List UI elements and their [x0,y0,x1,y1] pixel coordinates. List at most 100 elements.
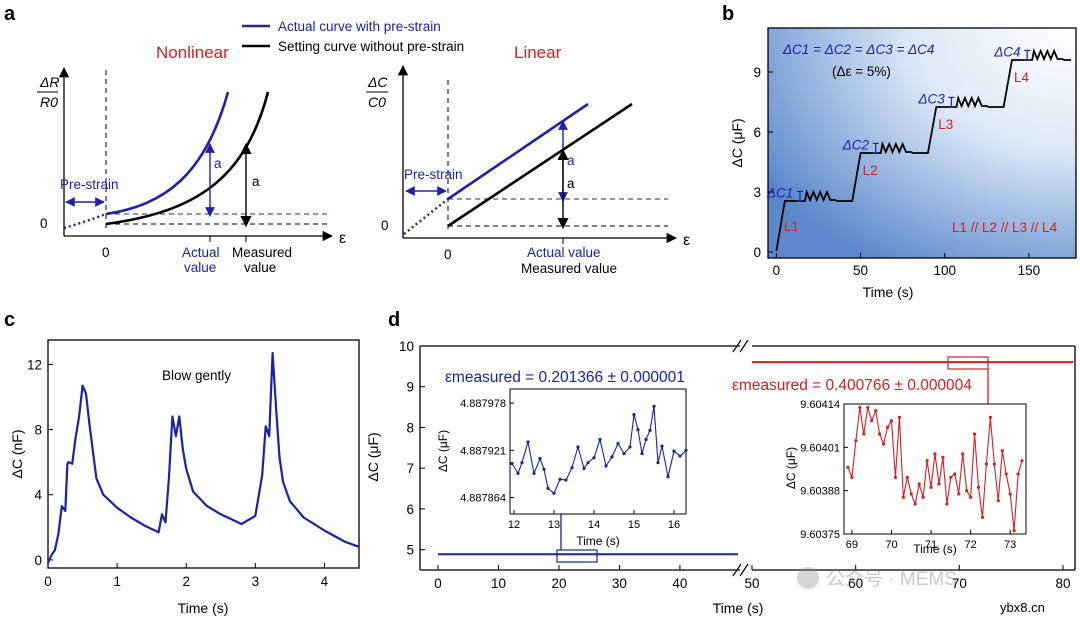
inset-data-point [532,471,536,476]
inset-data-point [862,432,866,436]
delta-step-label-b: ΔC4 [993,44,1020,59]
inset-data-point [881,442,886,446]
inset-data-point [878,432,882,436]
panel-b-chart: 0 50 100 150 0 3 6 9 ΔC1 L1 ΔC2 L2 ΔC3 L3 ΔC4 L4 Time … [729,27,1077,300]
inset-data-point [660,444,664,448]
inset-data-point [678,454,682,458]
inset-data-point [988,415,992,419]
inset-data-point [632,413,636,417]
inset-data-point [874,409,878,413]
inset-data-point [917,482,921,486]
ytick-label-d: 9 [406,380,414,395]
xtick-label-c: 3 [252,574,260,589]
inset-data-point [941,455,945,459]
watermark: 公众号 · MEMS [797,567,957,590]
prestrain-label-left: Pre-strain [60,177,119,192]
inset-ytick-label: 4.887921 [460,445,506,457]
axis-ticks-b: 0 50 100 150 0 3 6 9 [753,65,1040,278]
step-annotations-b: ΔC1 L1 ΔC2 L2 ΔC3 L3 ΔC4 L4 [766,44,1031,234]
actual-label-1-left: Actual [182,245,220,260]
inset-data-point [542,467,546,471]
inset-xtick-label: 14 [588,519,600,531]
ylabel-den-left: R0 [40,94,58,110]
plot-area-c [47,339,360,569]
watermark-text: 公众号 · MEMS [826,568,957,590]
inset-2-ticks: 69 70 71 72 73 9.60375 9.60388 9.60401 9.60414 [800,399,1016,551]
inset-data-point [921,495,925,499]
inset-data-point [945,502,949,506]
xtick-label-b: 0 [773,263,781,278]
actual-label-2-left: value [184,260,216,275]
ytick-label-c: 8 [34,423,42,438]
inset-data-point [901,495,905,499]
ylabel-d: ΔC (μF) [365,432,381,481]
xtick-label-c: 2 [182,574,190,589]
inset-data-point [586,461,590,465]
xlabel-b: Time (s) [863,284,914,300]
inset-1-xlabel: Time (s) [576,534,620,548]
xlabel-d: Time (s) [713,600,764,616]
panel-d-chart: 5 6 7 8 9 10 0 10 20 30 40 50 60 70 80 εmeasured = 0.2… [365,339,1076,616]
inset-data-point [576,445,580,449]
inset-1-plot-area [509,388,687,515]
inset-data-point [552,491,556,495]
inset-1-ticks: 12 13 14 15 16 4.887864 4.887921 4.887978 [460,398,680,531]
xtick-label-d: 80 [1055,576,1070,591]
inset-data-point [564,478,568,482]
inset-data-point [937,482,941,486]
inset-data-point [850,475,854,479]
actual-curve-left [105,91,230,216]
axis-break-marks [732,339,749,577]
inset-data-point [1020,459,1024,463]
inset-xtick-label: 73 [1004,539,1016,551]
inset-2-marks [846,405,1024,533]
epsilon-measured-red: εmeasured = 0.400766 ± 0.000004 [732,377,972,394]
inset-data-point [980,515,985,519]
wechat-logo-icon [797,567,819,589]
inset-data-point [953,472,957,476]
inset-data-point [666,475,670,479]
inset-data-point [913,502,917,506]
delta-a-blue-right: a [567,153,575,168]
inset-data-point [961,452,965,456]
blow-response-line [46,351,360,564]
ytick-label-b: 9 [753,65,761,80]
inset-data-point [976,485,981,489]
delta-a-blue-left: a [214,156,222,171]
panel-label-d: d [388,309,400,331]
xtick-label-c: 4 [321,574,329,589]
inset-data-point [885,425,890,429]
setting-curve-left [105,91,270,226]
xtick-label-b: 100 [933,263,956,278]
measured-label-right: Measured value [521,261,617,276]
ytick-label-b: 6 [753,125,761,140]
inset-data-point [538,456,542,461]
frame-d-horizontal [420,345,1075,571]
inset-1-marks [510,404,688,495]
ytick-label-c: 0 [34,553,42,568]
delta-a-black-left: a [252,174,260,189]
ytick-label-d: 7 [406,461,414,476]
measured-label-1-left: Measured [232,245,292,260]
inset-data-point [592,456,596,460]
equation-b: ΔC1 = ΔC2 = ΔC3 = ΔC4 [782,42,934,57]
delta-step-label-b: ΔC2 [842,137,870,152]
inset-2-xlabel: Time (s) [913,542,957,556]
delta-step-label-b: ΔC1 [766,185,793,200]
inset-data-point [648,428,652,432]
ylabel-num-left: ΔR [39,74,60,90]
ytick-label-b: 0 [753,245,761,260]
inset-data-point [965,489,969,493]
inset-data-point [526,440,530,444]
actual-line-right [447,102,589,201]
ytick-label-d: 8 [406,420,414,435]
inset-data-point [610,455,614,459]
inset-data-point [1004,472,1008,476]
inset-data-point [616,442,620,446]
inset-ytick-label: 4.887864 [460,492,506,504]
inset-xtick-label: 69 [846,539,858,551]
inset-data-point [870,419,874,423]
inset-data-point [1000,449,1004,453]
